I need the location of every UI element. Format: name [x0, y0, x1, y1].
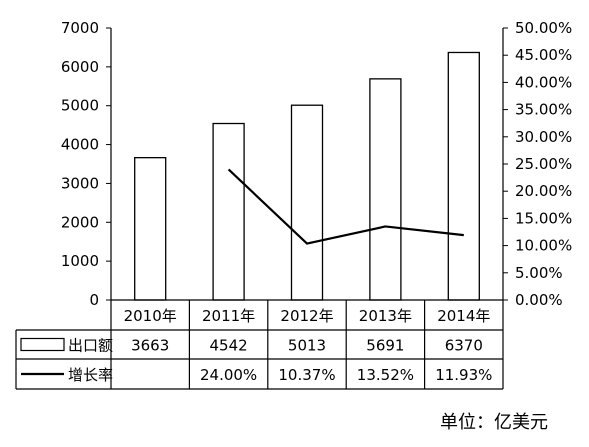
table-cell-value: 3663 — [131, 337, 169, 355]
bar-export-1 — [212, 122, 245, 301]
bar-export-4 — [447, 51, 480, 301]
left-axis-tick-label: 1000 — [61, 252, 99, 270]
right-axis-tick-label: 0.00% — [515, 291, 563, 309]
table-cell-value: 6370 — [445, 337, 483, 355]
left-axis-tick-label: 4000 — [61, 136, 99, 154]
category-label: 2013年 — [359, 307, 412, 325]
table-cell-value: 11.93% — [435, 366, 492, 384]
category-label: 2014年 — [437, 307, 490, 325]
series-name: 增长率 — [68, 366, 113, 384]
left-axis-tick-label: 6000 — [61, 58, 99, 76]
right-axis-tick-label: 5.00% — [515, 264, 563, 282]
right-axis-tick-label: 30.00% — [515, 128, 572, 146]
growth-rate-line — [227, 168, 464, 245]
right-axis-tick-label: 50.00% — [515, 19, 572, 37]
left-axis-tick-label: 0 — [89, 291, 99, 309]
table-cell-value: 4542 — [210, 337, 248, 355]
table-cell-value: 24.00% — [200, 366, 257, 384]
left-axis-tick-label: 5000 — [61, 97, 99, 115]
category-label: 2011年 — [202, 307, 255, 325]
right-axis-tick-label: 40.00% — [515, 73, 572, 91]
category-label: 2010年 — [124, 307, 177, 325]
left-axis-tick-label: 3000 — [61, 174, 99, 192]
left-axis-tick-label: 7000 — [61, 19, 99, 37]
table-cell-value: 13.52% — [357, 366, 414, 384]
left-axis-tick-label: 2000 — [61, 213, 99, 231]
right-axis-tick-label: 35.00% — [515, 101, 572, 119]
series-name: 出口额 — [68, 337, 113, 355]
right-axis-tick-label: 25.00% — [515, 155, 572, 173]
bar-export-2 — [290, 104, 324, 301]
table-cell-value: 5013 — [288, 337, 326, 355]
unit-note: 单位：亿美元 — [440, 412, 548, 433]
table-cell-value: 10.37% — [278, 366, 335, 384]
right-axis-tick-label: 10.00% — [515, 237, 572, 255]
bar-export-3 — [369, 78, 402, 301]
category-label: 2012年 — [280, 307, 333, 325]
right-axis-tick-label: 45.00% — [515, 46, 572, 64]
legend-key-export — [20, 337, 65, 352]
right-axis-tick-label: 15.00% — [515, 209, 572, 227]
right-axis-tick-label: 20.00% — [515, 182, 572, 200]
table-cell-value: 5691 — [366, 337, 404, 355]
bar-export-0 — [134, 157, 167, 301]
